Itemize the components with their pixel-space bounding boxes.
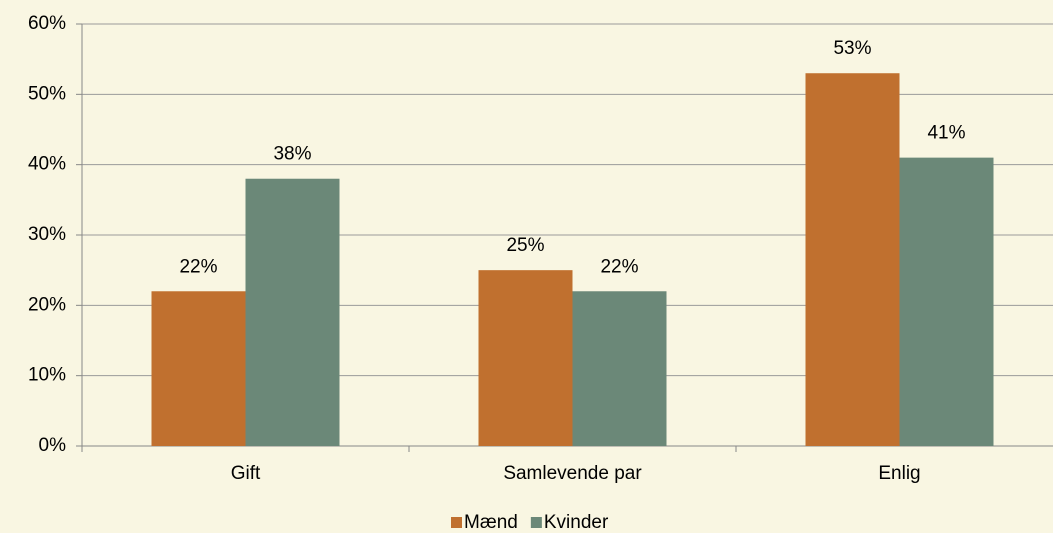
data-label: 53% xyxy=(833,38,871,59)
bar xyxy=(805,73,900,446)
legend-label: Kvinder xyxy=(544,512,609,533)
y-tick-label: 60% xyxy=(28,13,66,34)
bar xyxy=(245,178,340,446)
data-label: 38% xyxy=(273,144,311,165)
y-tick-label: 50% xyxy=(28,83,66,104)
bar xyxy=(478,270,573,446)
y-tick-label: 20% xyxy=(28,294,66,315)
bar xyxy=(151,291,246,446)
x-tick-label: Enlig xyxy=(878,463,920,484)
data-label: 25% xyxy=(506,235,544,256)
x-tick-label: Gift xyxy=(231,463,261,484)
bar xyxy=(899,157,994,446)
y-tick-label: 40% xyxy=(28,154,66,175)
data-label: 22% xyxy=(600,256,638,277)
y-tick-label: 10% xyxy=(28,365,66,386)
y-tick-label: 30% xyxy=(28,224,66,245)
y-tick-label: 0% xyxy=(39,435,67,456)
data-label: 41% xyxy=(927,123,965,144)
legend-swatch xyxy=(530,517,542,528)
data-label: 22% xyxy=(179,256,217,277)
bar xyxy=(572,291,667,446)
legend-label: Mænd xyxy=(464,512,518,533)
x-tick-label: Samlevende par xyxy=(503,463,642,484)
legend-swatch xyxy=(451,517,462,528)
